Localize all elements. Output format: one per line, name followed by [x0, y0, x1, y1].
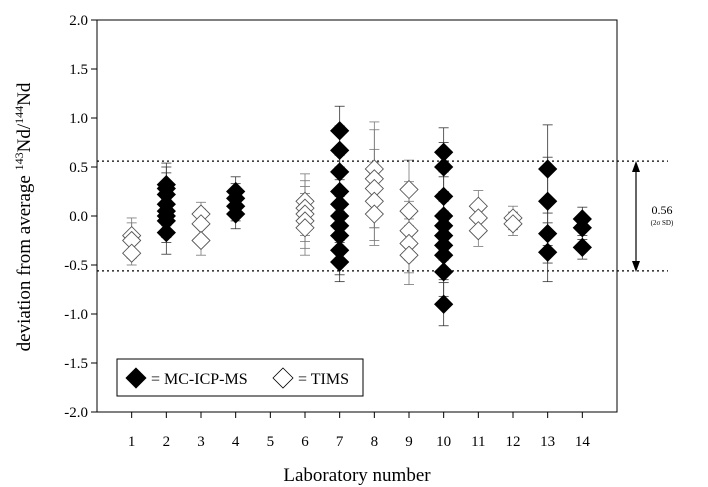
data-point-mc-icp-ms — [330, 140, 350, 160]
y-axis-label-mid: Nd/ — [14, 123, 35, 152]
data-point-mc-icp-ms — [572, 237, 592, 257]
sd-arrow-up-head — [632, 161, 640, 172]
data-point-tims — [399, 179, 419, 200]
data-point-mc-icp-ms — [538, 242, 558, 262]
y-tick-label: 1.0 — [69, 111, 88, 127]
y-axis-label-prefix: deviation from average — [14, 170, 35, 351]
x-axis-label: Laboratory number — [283, 465, 431, 486]
data-point-mc-icp-ms — [156, 223, 176, 243]
y-axis-label-sup1: 143 — [12, 152, 26, 170]
y-axis-label: deviation from average 143Nd/144Nd — [12, 82, 35, 351]
data-point-mc-icp-ms — [226, 204, 246, 224]
sd-arrow-down-head — [632, 261, 640, 272]
legend-label-mc-icp-ms: = MC-ICP-MS — [151, 371, 248, 388]
x-tick-label: 10 — [436, 434, 451, 450]
data-point-mc-icp-ms — [572, 218, 592, 238]
legend-label-tims: = TIMS — [298, 371, 349, 388]
data-point-tims — [468, 221, 488, 241]
data-point-mc-icp-ms — [434, 294, 454, 314]
x-tick-label: 2 — [163, 434, 171, 450]
sd-value: 0.56 — [652, 203, 673, 217]
sd-label: (2σ SD) — [651, 219, 674, 227]
data-point-mc-icp-ms — [330, 252, 350, 272]
legend-box — [116, 358, 364, 397]
data-point-tims — [503, 214, 523, 234]
legend: = MC-ICP-MS = TIMS — [116, 358, 364, 397]
y-tick-label: -1.0 — [64, 307, 88, 323]
x-tick-label: 6 — [301, 434, 309, 450]
x-tick-label: 8 — [371, 434, 379, 450]
x-tick-label: 1 — [128, 434, 136, 450]
x-tick-label: 9 — [405, 434, 413, 450]
x-tick-label: 5 — [267, 434, 275, 450]
x-tick-label: 11 — [471, 434, 485, 450]
plot-frame — [96, 19, 618, 413]
data-point-tims — [364, 204, 384, 224]
y-tick-label: 0.5 — [69, 160, 88, 176]
y-tick-label: 0.0 — [69, 209, 88, 225]
data-point-mc-icp-ms — [538, 159, 558, 179]
x-tick-label: 12 — [506, 434, 521, 450]
y-axis-label-sup2: 144 — [12, 106, 26, 124]
y-tick-label: -1.5 — [64, 356, 88, 372]
data-point-mc-icp-ms — [434, 262, 454, 282]
legend-filled-diamond-icon — [125, 367, 147, 389]
y-axis-label-suffix: Nd — [14, 82, 35, 106]
x-tick-label: 4 — [232, 434, 240, 450]
y-tick-label: -0.5 — [64, 258, 88, 274]
data-point-tims — [191, 230, 211, 251]
data-point-tims — [295, 218, 315, 238]
data-point-mc-icp-ms — [538, 191, 558, 211]
data-point-tims — [399, 245, 419, 265]
x-tick-label: 7 — [336, 434, 344, 450]
data-point-mc-icp-ms — [330, 162, 350, 182]
x-tick-label: 13 — [540, 434, 555, 450]
y-tick-label: 1.5 — [69, 62, 88, 78]
y-tick-label: -2.0 — [64, 405, 88, 421]
data-point-tims — [122, 243, 142, 263]
data-point-mc-icp-ms — [434, 157, 454, 177]
x-tick-label: 3 — [197, 434, 205, 450]
data-point-tims — [399, 201, 419, 221]
x-tick-label: 14 — [575, 434, 591, 450]
data-point-mc-icp-ms — [330, 121, 350, 141]
sd-annotation: 0.56 (2σ SD) — [632, 161, 674, 272]
legend-open-diamond-icon — [272, 367, 294, 389]
data-point-mc-icp-ms — [434, 186, 454, 207]
y-tick-label: 2.0 — [69, 13, 88, 29]
